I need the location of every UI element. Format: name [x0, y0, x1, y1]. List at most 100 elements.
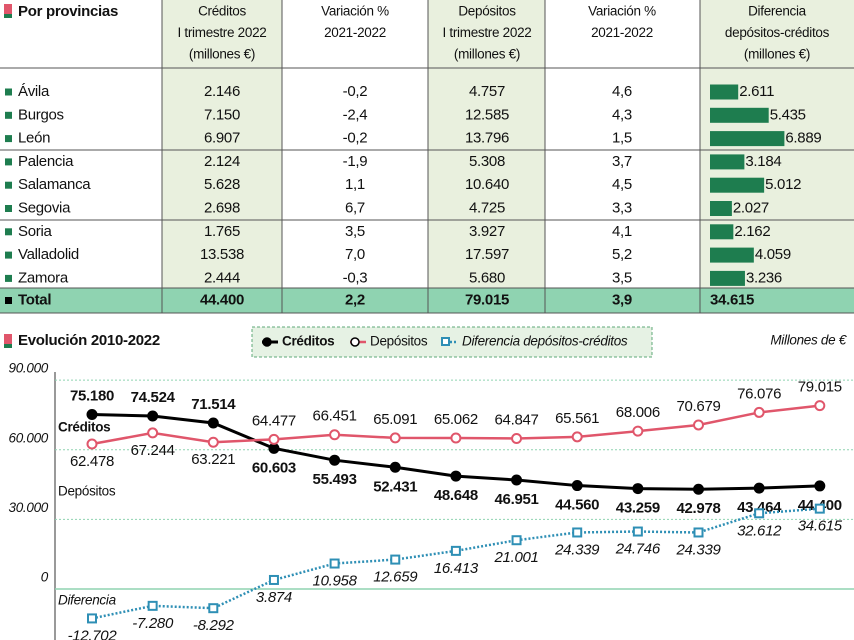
header-cell: (millones €)	[744, 47, 810, 62]
point	[329, 429, 341, 441]
cell: 5,2	[612, 246, 632, 263]
cell: 4,3	[612, 106, 632, 123]
legend: Créditos Depósitos Diferencia depósitos-cr…	[262, 334, 628, 349]
header-cell: (millones €)	[189, 47, 255, 62]
diff-label: 4.059	[755, 246, 791, 263]
cell: 13.538	[200, 246, 244, 263]
annotation: Créditos	[58, 420, 110, 435]
row-bullet	[5, 297, 12, 304]
point	[450, 545, 461, 556]
annotation: Diferencia	[58, 593, 117, 608]
value-label: 64.477	[252, 412, 296, 429]
value-label: 43.259	[616, 500, 660, 517]
value-label: 79.015	[798, 379, 842, 396]
value-label: 24.339	[675, 541, 721, 558]
diff-bar	[710, 131, 785, 147]
cell: 3,3	[612, 199, 632, 216]
row-name: Total	[18, 291, 51, 308]
column-bg	[428, 0, 545, 288]
point	[86, 409, 98, 421]
value-label: 76.076	[737, 385, 781, 402]
cell: 79.015	[465, 291, 509, 308]
header-cell: 2021-2022	[591, 25, 653, 40]
row-name: León	[18, 130, 50, 147]
value-label: 62.478	[70, 453, 114, 470]
point	[329, 454, 341, 466]
value-label: 12.659	[373, 569, 418, 586]
value-label: 24.339	[554, 541, 600, 558]
point	[571, 480, 583, 492]
point	[147, 410, 159, 422]
diff-label: 6.889	[785, 130, 821, 147]
cell: 6,7	[345, 199, 365, 216]
row-bullet	[5, 111, 12, 119]
diff-label: 2.027	[733, 199, 769, 216]
value-label: 43.464	[737, 499, 782, 516]
cell: 1,5	[612, 130, 632, 147]
value-label: 68.006	[616, 404, 660, 421]
row-bullet	[5, 135, 12, 143]
table: Por provincias Créditos I trimestre 2022 (m…	[5, 3, 830, 308]
cell: 4,1	[612, 223, 632, 240]
cell: 7.150	[204, 106, 240, 123]
value-label: 46.951	[495, 491, 539, 508]
point	[572, 527, 583, 538]
value-label: 10.958	[313, 572, 358, 589]
point	[693, 419, 704, 431]
diff-label: 2.611	[739, 83, 774, 100]
cell: 5.308	[469, 153, 505, 170]
diff-label: 3.236	[746, 269, 782, 286]
title-icon	[4, 4, 12, 16]
header-cell: Créditos	[198, 4, 246, 19]
point	[511, 474, 523, 486]
diff-label: 3.184	[745, 153, 781, 170]
point	[268, 574, 279, 585]
column-lines	[0, 0, 854, 314]
cell: 3,7	[612, 153, 632, 170]
cell: 4,5	[612, 176, 632, 193]
cell: 2,2	[345, 291, 365, 308]
header-cell: depósitos-créditos	[725, 25, 830, 40]
header-cell: Por provincias	[18, 3, 118, 20]
legend-label: Créditos	[282, 334, 334, 349]
annotation: Depósitos	[58, 484, 116, 499]
header-cell: I trimestre 2022	[178, 25, 267, 40]
value-label: 66.451	[313, 408, 357, 425]
point	[753, 406, 765, 418]
value-label: 21.001	[494, 549, 539, 566]
cell: -1,9	[343, 153, 368, 170]
value-label: 65.091	[373, 411, 417, 428]
value-label: 24.746	[615, 541, 661, 558]
point	[207, 417, 219, 429]
value-label: 44.560	[555, 497, 599, 514]
point	[814, 400, 826, 412]
header-cell: Depósitos	[458, 4, 516, 19]
point	[390, 554, 401, 565]
point	[86, 438, 98, 450]
cell: 1,1	[345, 176, 365, 193]
value-label: 71.514	[191, 396, 236, 413]
column-bg	[162, 0, 282, 288]
point	[814, 503, 825, 514]
point	[571, 431, 583, 443]
point	[754, 508, 765, 519]
header-cell: I trimestre 2022	[443, 25, 532, 40]
title-icon	[4, 334, 12, 346]
cell: 10.640	[465, 176, 509, 193]
value-label: 65.561	[555, 410, 599, 427]
point	[693, 483, 704, 495]
value-label: 67.244	[131, 442, 175, 459]
row-name: Zamora	[18, 269, 69, 286]
cell: 2.124	[204, 153, 240, 170]
value-label: -8.292	[193, 617, 235, 634]
cell: 4.725	[469, 199, 505, 216]
header-cell: 2021-2022	[324, 25, 386, 40]
y-tick-label: 30.000	[9, 500, 49, 515]
cell: 4.757	[469, 83, 505, 100]
cell: 1.765	[204, 223, 240, 240]
row-bullet	[5, 228, 12, 236]
row-name: Valladolid	[18, 246, 79, 263]
row-name: Palencia	[18, 153, 74, 170]
diff-bar	[710, 201, 732, 216]
